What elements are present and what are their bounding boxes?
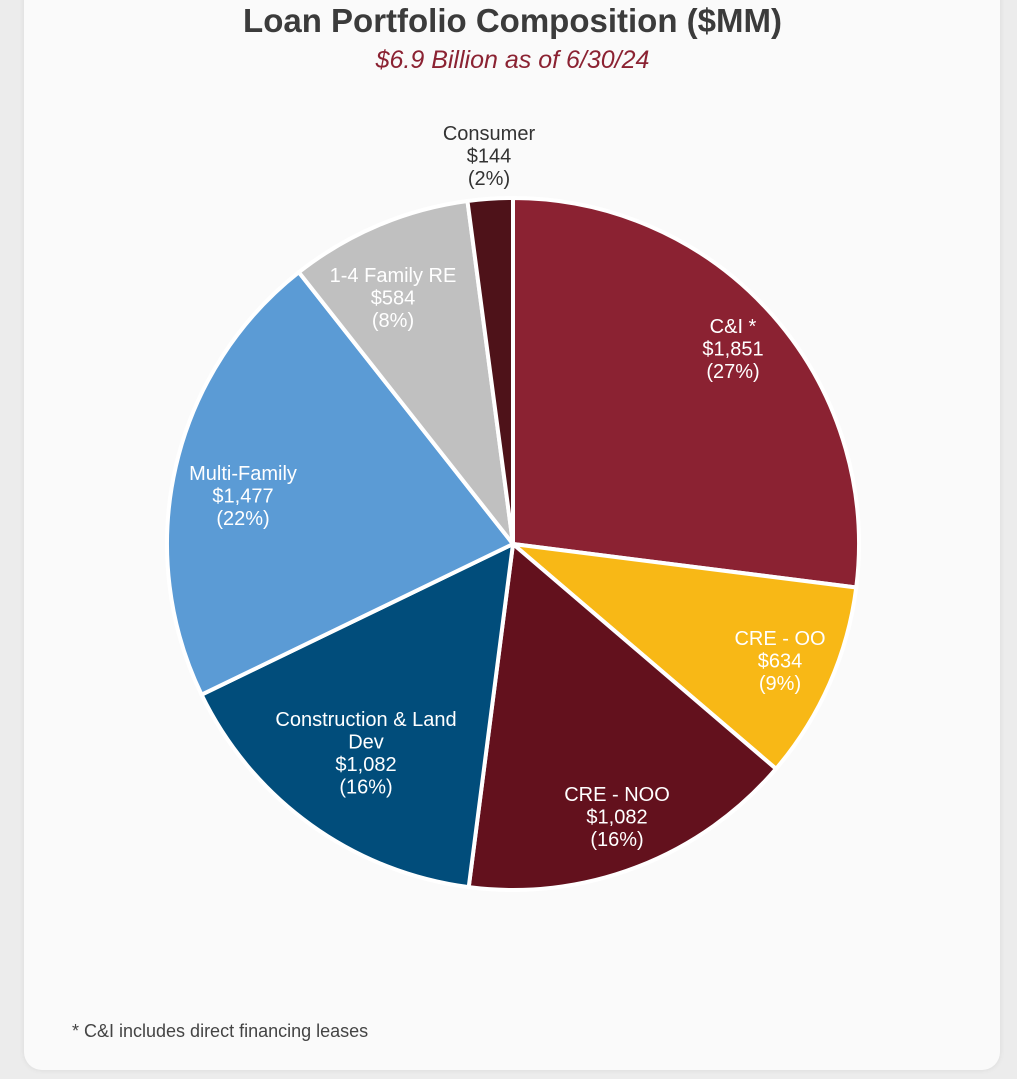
slice-label-value: $1,082 (335, 754, 396, 776)
slice-label-value: $1,477 (212, 486, 273, 508)
chart-subtitle: $6.9 Billion as of 6/30/24 (375, 46, 650, 74)
slice-label-percent: (8%) (372, 310, 414, 332)
slice-label-6: Consumer $144 (2%) (443, 123, 536, 190)
slice-label-percent: (16%) (590, 829, 643, 851)
slice-label-name: CRE - NOO (564, 784, 670, 806)
footnote: * C&I includes direct financing leases (72, 1021, 369, 1041)
slice-label-name: 1-4 Family RE (330, 265, 457, 287)
slice-label-percent: (9%) (759, 673, 801, 695)
chart-title: Loan Portfolio Composition ($MM) (243, 2, 782, 39)
slice-label-value: $634 (758, 651, 803, 673)
pie-slice-cre-oo (511, 542, 859, 771)
slice-label-3: Construction & Land Dev $1,082 (16%) (275, 709, 456, 799)
slice-label-name: C&I * (710, 316, 757, 338)
slice-label-percent: (16%) (339, 777, 392, 799)
pie-slice-1-4-family-re (296, 199, 515, 546)
slice-label-1: CRE - OO $634 (9%) (734, 628, 825, 695)
slice-label-5: 1-4 Family RE $584 (8%) (330, 265, 457, 332)
slice-label-4: Multi-Family $1,477 (22%) (189, 463, 297, 530)
slice-label-value: $144 (467, 146, 512, 168)
slice-label-value: $1,082 (586, 807, 647, 829)
slice-label-percent: (22%) (216, 508, 269, 530)
slice-label-name: CRE - OO (734, 628, 825, 650)
pie-slice-multi-family (165, 270, 515, 697)
pie-slice-cre-noo (466, 542, 779, 892)
slice-label-name: Dev (348, 732, 384, 754)
slice-label-name: Construction & Land (275, 709, 456, 731)
pie-slice-construction-land-dev (199, 542, 515, 890)
slice-label-0: C&I * $1,851 (27%) (702, 316, 763, 383)
pie-slice-consumer (465, 196, 515, 546)
slice-label-percent: (27%) (706, 361, 759, 383)
pie-slice-c-i (511, 196, 861, 590)
slice-label-value: $1,851 (702, 339, 763, 361)
slice-label-2: CRE - NOO $1,082 (16%) (564, 784, 670, 851)
slice-label-name: Consumer (443, 123, 536, 145)
slice-label-percent: (2%) (468, 168, 510, 190)
slice-label-value: $584 (371, 288, 416, 310)
slice-label-name: Multi-Family (189, 463, 297, 485)
pie-slices (165, 196, 861, 892)
pie-labels: C&I * $1,851 (27%) CRE - OO $634 (9%) CRE - NO… (189, 123, 825, 851)
